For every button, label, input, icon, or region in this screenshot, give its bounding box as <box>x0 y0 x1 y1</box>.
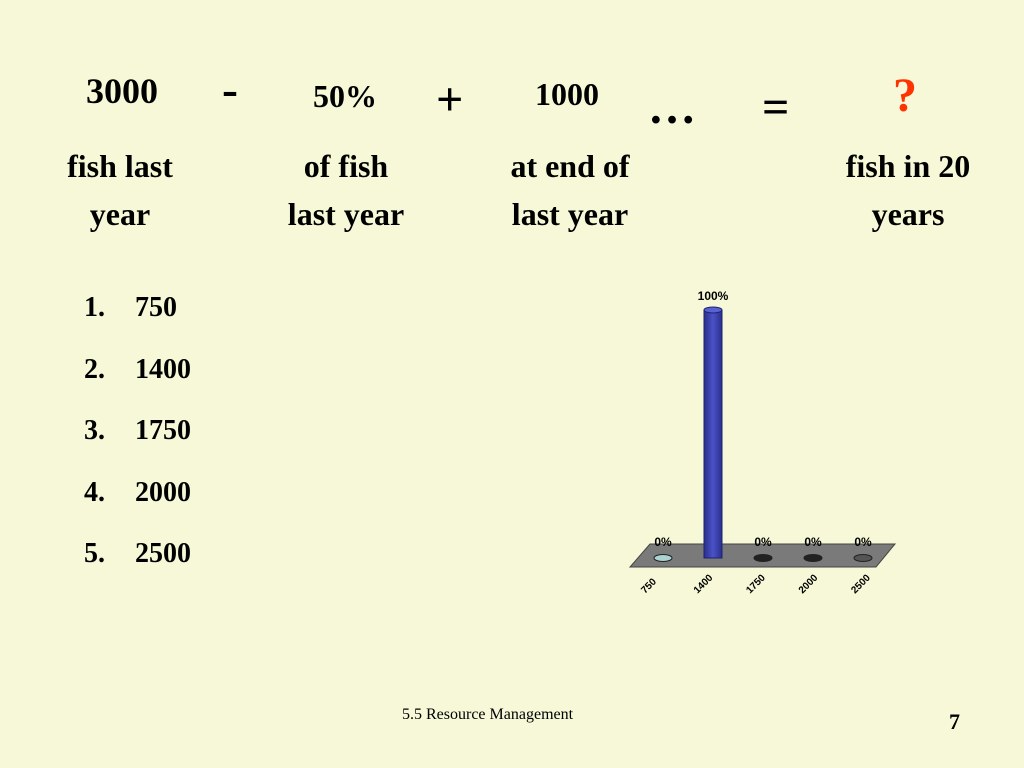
option-number: 3. <box>84 415 105 446</box>
term-added-fish: 1000 <box>535 76 599 112</box>
caption-line: year <box>89 196 151 232</box>
chart-bar <box>753 554 773 562</box>
option-number: 5. <box>84 538 105 569</box>
option-value: 1750 <box>135 415 191 446</box>
answer-option[interactable]: 3. 1750 <box>84 409 191 471</box>
page-number: 7 <box>949 709 960 734</box>
option-number: 2. <box>84 353 105 385</box>
chart-data-label: 0% <box>804 535 822 549</box>
caption-line: years <box>871 196 945 232</box>
answer-option[interactable]: 1. 750 <box>84 286 191 348</box>
chart-bar <box>853 554 873 562</box>
option-value: 2000 <box>135 476 191 508</box>
chart-tick-label: 1400 <box>692 572 716 596</box>
caption-line: last year <box>287 196 405 232</box>
chart-bar <box>653 554 673 562</box>
caption-at-end: at end of last year <box>490 142 650 238</box>
option-value: 1400 <box>135 353 191 385</box>
chart-bar <box>803 554 823 562</box>
term-fish-last-year: 3000 <box>86 71 158 111</box>
minus-sign: - <box>222 63 238 116</box>
answer-option[interactable]: 5. 2500 <box>84 532 191 594</box>
plus-sign: + <box>436 73 464 126</box>
chart-tick-label: 1750 <box>744 572 768 596</box>
caption-line: at end of <box>510 148 630 184</box>
chart-data-label: 0% <box>754 535 772 549</box>
chart-bar <box>703 309 723 559</box>
result-question-mark: ? <box>893 69 917 122</box>
caption-fish-20-years: fish in 20 years <box>826 142 990 238</box>
chart-bar-cap <box>703 306 723 314</box>
chart-tick-label: 750 <box>639 576 659 596</box>
option-value: 750 <box>135 292 177 323</box>
caption-line: fish in 20 <box>845 148 971 184</box>
option-number: 1. <box>84 292 105 323</box>
answer-option[interactable]: 4. 2000 <box>84 471 191 533</box>
answer-options: 1. 750 2. 1400 3. 1750 4. 2000 5. 2500 <box>84 286 191 594</box>
chart-data-label: 0% <box>654 535 672 549</box>
caption-line: last year <box>511 196 629 232</box>
term-percent: 50% <box>313 78 377 114</box>
chart-tick-label: 2500 <box>849 572 873 596</box>
caption-fish-last-year: fish last year <box>50 142 190 238</box>
caption-of-fish: of fish last year <box>268 142 424 238</box>
poll-results-chart: 0% 750 100% 1400 0% 1750 0% 2000 0% 2500 <box>628 289 897 596</box>
answer-option[interactable]: 2. 1400 <box>84 348 191 410</box>
option-number: 4. <box>84 476 105 508</box>
footer-section-title: 5.5 Resource Management <box>402 706 574 723</box>
chart-tick-label: 2000 <box>797 572 821 596</box>
ellipsis: … <box>648 81 696 134</box>
option-value: 2500 <box>135 538 191 569</box>
equals-sign: = <box>762 81 790 134</box>
caption-line: of fish <box>303 148 389 184</box>
caption-line: fish last <box>67 148 173 184</box>
chart-data-label: 100% <box>698 289 729 303</box>
chart-data-label: 0% <box>854 535 872 549</box>
